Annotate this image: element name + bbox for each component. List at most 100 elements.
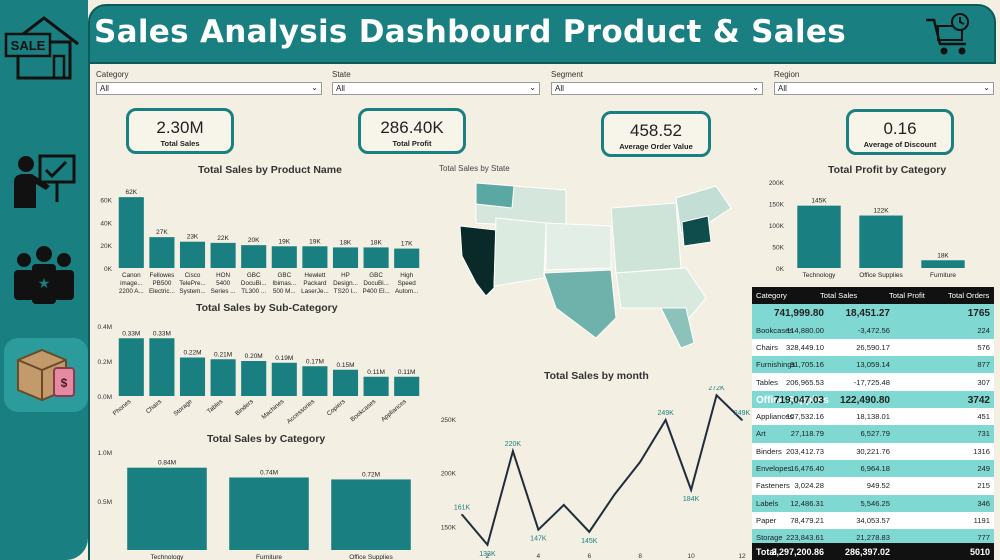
table-cell-name: Tables — [756, 377, 778, 387]
data-label: 133K — [479, 551, 496, 558]
table-row[interactable]: Fasteners 3,024.28 949.52 215 — [752, 477, 994, 494]
kpi-total-profit: 286.40K Total Profit — [358, 108, 466, 154]
us-state-sales-map — [459, 182, 732, 349]
table-cell-sales: 16,476.40 — [790, 464, 824, 473]
data-label: 18K — [340, 239, 352, 246]
data-label: 20K — [248, 237, 260, 244]
y-tick-label: 0.4M — [98, 324, 112, 331]
x-tick-label: 4 — [537, 553, 541, 560]
table-cell-name: Appliances — [756, 412, 794, 422]
y-tick-label: 1.0M — [98, 450, 112, 457]
segment-dropdown[interactable]: All ⌄ — [551, 82, 763, 95]
table-row[interactable]: Tables 206,965.53 -17,725.48 307 — [752, 374, 994, 391]
table-cell-sales: 114,880.00 — [786, 325, 824, 335]
table-cell-name: Envelopes — [756, 464, 792, 473]
table-cell-orders: 777 — [977, 533, 990, 543]
table-cell-name: Fasteners — [756, 481, 790, 491]
kpi-label: Average of Discount — [863, 140, 937, 149]
x-tick-label: HON — [216, 272, 230, 279]
table-cell-orders: 3742 — [967, 394, 990, 406]
column-header[interactable]: Total Profit — [889, 291, 925, 300]
chevron-down-icon: ⌄ — [311, 83, 318, 92]
data-label: 122K — [873, 208, 889, 215]
data-label: 22K — [217, 235, 229, 242]
chart-title-month: Total Sales by month — [544, 370, 649, 382]
column-header[interactable]: Category — [756, 291, 787, 300]
x-tick-label: Design... — [333, 280, 358, 287]
table-cell-sales: 3,024.28 — [794, 481, 824, 491]
kpi-average-discount: 0.16 Average of Discount — [846, 109, 954, 155]
table-row[interactable]: 741,999.80 18,451.27 1765 — [752, 304, 994, 322]
bar — [241, 361, 267, 396]
table-cell-name: Chairs — [756, 342, 778, 352]
table-cell-profit: 6,964.18 — [860, 464, 890, 473]
slicer-state[interactable]: State All ⌄ — [332, 70, 540, 95]
chart-title-subcategory: Total Sales by Sub-Category — [196, 302, 338, 314]
table-row[interactable]: Paper 78,479.21 34,053.57 1191 — [752, 512, 994, 529]
data-label: 220K — [505, 441, 522, 448]
y-tick-label: 0.0M — [98, 394, 112, 401]
chart-sales-by-category: 0.5M 1.0M 0.84M Technology 0.74M Furniture 0.7… — [98, 450, 411, 560]
x-tick-label: Autom... — [395, 288, 419, 295]
state-dropdown[interactable]: All ⌄ — [332, 82, 540, 95]
bar — [149, 237, 175, 268]
table-row[interactable]: Labels 12,486.31 5,546.25 346 — [752, 494, 994, 512]
x-tick-label: Technology — [151, 554, 185, 560]
x-tick-label: High — [400, 272, 413, 279]
slicer-region[interactable]: Region All ⌄ — [774, 70, 994, 95]
table-row[interactable]: Storage 223,843.61 21,278.83 777 — [752, 529, 994, 547]
kpi-value: 0.16 — [883, 119, 917, 138]
chart-title-profit: Total Profit by Category — [828, 164, 947, 176]
kpi-label: Average Order Value — [619, 142, 693, 151]
y-tick-label: 200K — [769, 180, 785, 187]
table-cell-sales: 203,412.73 — [785, 446, 824, 456]
kpi-average-order-value: 458.52 Average Order Value — [601, 111, 711, 157]
column-header[interactable]: Total Orders — [948, 291, 990, 300]
page-title: Sales Analysis Dashbourd Product & Sales — [94, 14, 847, 50]
chevron-down-icon: ⌄ — [529, 83, 536, 92]
table-cell-profit: 949.52 — [866, 481, 890, 491]
table-row[interactable]: Chairs 328,449.10 26,590.17 576 — [752, 339, 994, 356]
table-cell-sales: 107,532.16 — [785, 412, 824, 422]
table-row[interactable]: Envelopes 16,476.40 6,964.18 249 — [752, 460, 994, 478]
chart-title-category: Total Sales by Category — [207, 433, 326, 445]
bar — [394, 248, 420, 268]
column-header[interactable]: Total Sales — [820, 291, 858, 300]
table-cell-orders: 1765 — [967, 308, 990, 320]
map-region-mountain — [493, 217, 547, 287]
table-row[interactable]: Bookcases 114,880.00 -3,472.56 224 — [752, 321, 994, 339]
data-label: 0.22M — [183, 350, 201, 357]
y-tick-label: 60K — [100, 197, 112, 204]
map-state-texas — [543, 269, 617, 339]
table-cell-name: Furnishings — [756, 360, 796, 370]
table-cell-profit: 30,221.76 — [856, 446, 890, 456]
x-tick-label: 10 — [687, 553, 695, 560]
region-dropdown[interactable]: All ⌄ — [774, 82, 994, 95]
slicer-segment[interactable]: Segment All ⌄ — [551, 70, 763, 95]
bar — [363, 247, 389, 268]
table-row[interactable]: Binders 203,412.73 30,221.76 1316 — [752, 443, 994, 460]
table-row[interactable]: Appliances 107,532.16 18,138.01 451 — [752, 408, 994, 425]
category-dropdown[interactable]: All ⌄ — [96, 82, 322, 95]
table-cell-profit: 13,059.14 — [856, 360, 890, 370]
data-point — [588, 531, 591, 533]
table-cell-sales: 223,843.61 — [785, 533, 824, 543]
x-tick-label: 8 — [638, 553, 642, 560]
svg-text:★: ★ — [38, 275, 51, 291]
table-row[interactable]: Furnishings 91,705.16 13,059.14 877 — [752, 356, 994, 374]
x-tick-label: PB500 — [152, 280, 171, 287]
data-point — [741, 419, 743, 421]
table-row[interactable]: Office Supplies 719,047.03 122,490.80 3742 — [752, 390, 994, 409]
table-row[interactable]: Art 27,118.79 6,527.79 731 — [752, 425, 994, 443]
data-label: 0.33M — [153, 330, 171, 337]
table-cell-sales: 2,297,200.86 — [771, 546, 824, 557]
bar — [363, 376, 389, 396]
y-tick-label: 20K — [100, 243, 112, 250]
table-cell-sales: 328,449.10 — [785, 342, 824, 352]
chart-title-map: Total Sales by State — [439, 164, 510, 173]
data-point — [639, 461, 641, 463]
product-box-icon: $ — [17, 348, 75, 402]
slicer-category[interactable]: Category All ⌄ — [96, 70, 322, 95]
table-row[interactable]: Total 2,297,200.86 286,397.02 5010 — [752, 542, 994, 560]
